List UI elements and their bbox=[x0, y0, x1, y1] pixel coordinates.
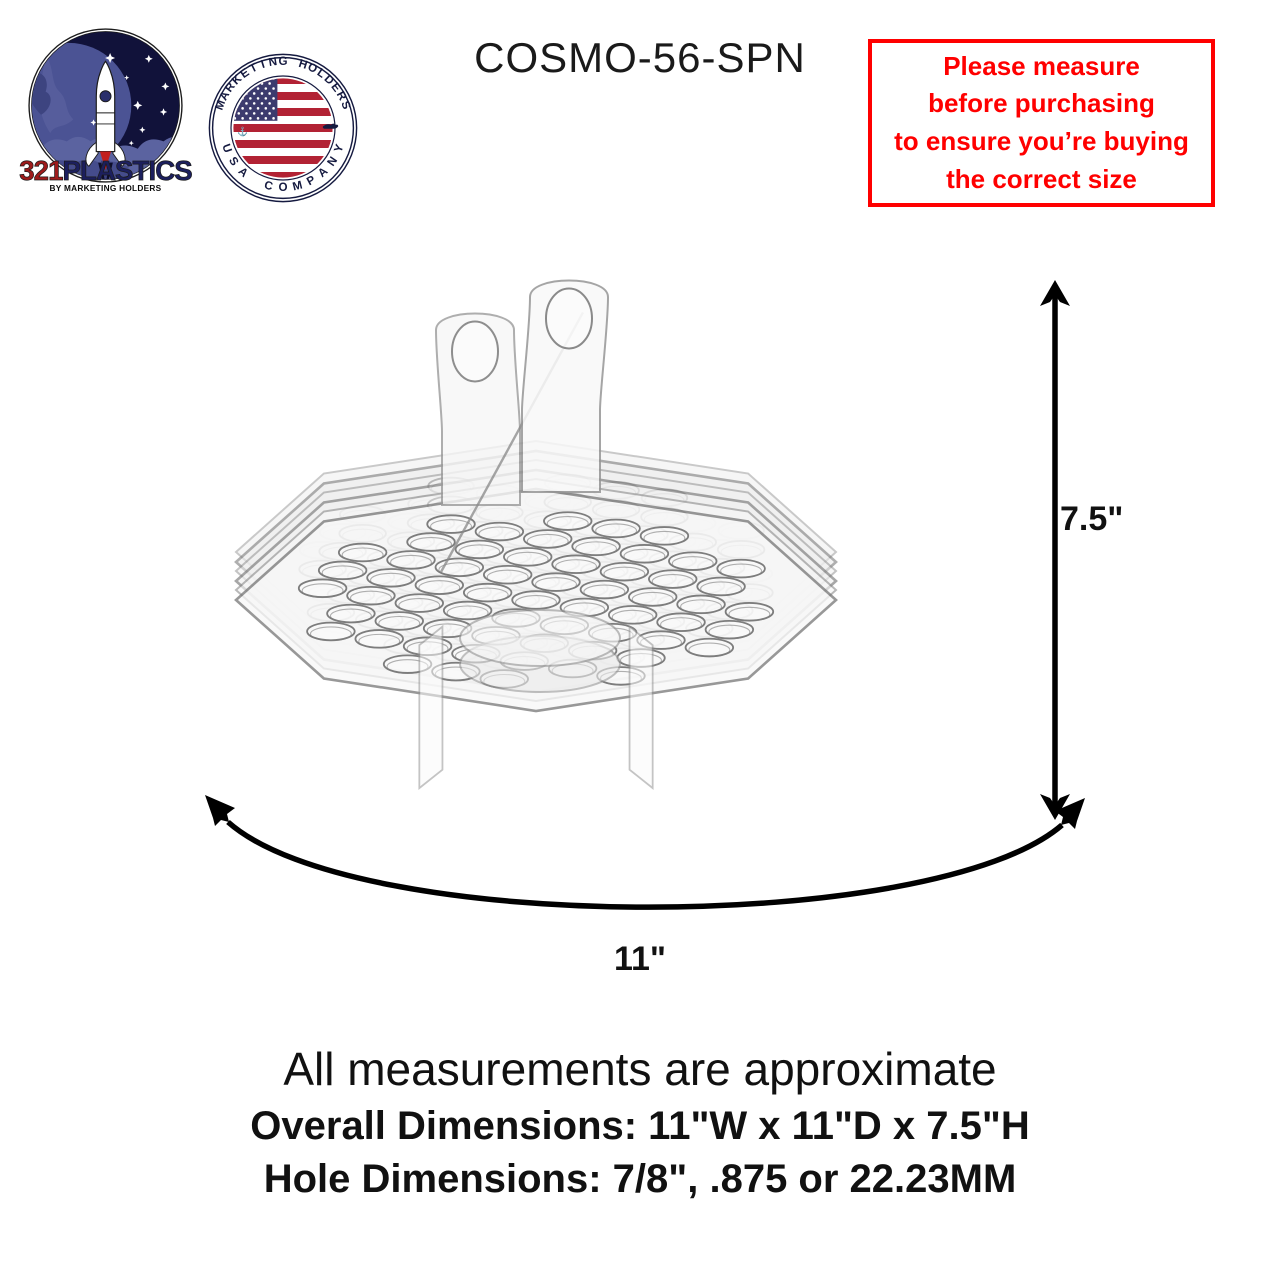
svg-text:⚓: ⚓ bbox=[237, 126, 248, 136]
svg-text:321PLASTICS: 321PLASTICS bbox=[19, 155, 192, 186]
svg-text:BY MARKETING HOLDERS: BY MARKETING HOLDERS bbox=[50, 184, 162, 193]
svg-text:O: O bbox=[278, 181, 287, 194]
